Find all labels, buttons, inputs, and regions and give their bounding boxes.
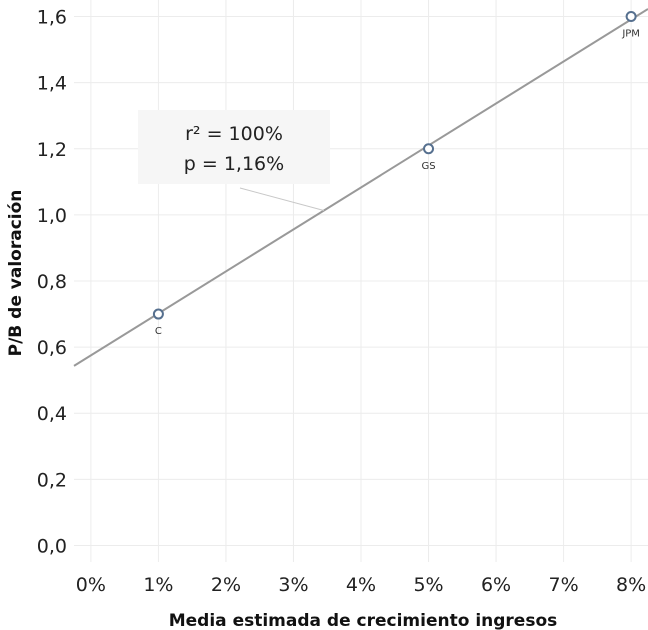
y-tick-label: 1,0 xyxy=(37,205,67,227)
data-point-gs[interactable] xyxy=(423,143,435,155)
trendline xyxy=(73,8,648,367)
y-tick-label: 1,2 xyxy=(37,139,67,161)
point-label: GS xyxy=(421,161,435,172)
x-tick-label: 6% xyxy=(481,574,511,596)
y-tick-label: 1,6 xyxy=(37,7,67,29)
grid-lines xyxy=(74,0,648,562)
x-tick-label: 2% xyxy=(211,574,241,596)
y-tick-label: 0,0 xyxy=(37,535,67,557)
x-axis-ticks: 0% 1% 2% 3% 4% 5% 6% 7% 8% xyxy=(76,574,646,596)
y-axis-ticks: 0,0 0,2 0,4 0,6 0,8 1,0 1,2 1,4 1,6 xyxy=(37,7,67,558)
annotation-r-squared: r² = 100% xyxy=(185,123,283,145)
point-label: JPM xyxy=(621,29,640,40)
annotation-box: r² = 100% p = 1,16% xyxy=(138,110,330,212)
x-tick-label: 4% xyxy=(346,574,376,596)
x-tick-label: 5% xyxy=(413,574,443,596)
x-tick-label: 1% xyxy=(143,574,173,596)
annotation-background xyxy=(138,110,330,184)
y-tick-label: 0,6 xyxy=(37,337,67,359)
y-tick-label: 0,2 xyxy=(37,469,67,491)
y-tick-label: 0,8 xyxy=(37,271,67,293)
x-axis-title: Media estimada de crecimiento ingresos xyxy=(169,611,558,630)
annotation-pointer xyxy=(239,187,324,212)
point-label: C xyxy=(155,326,162,337)
x-tick-label: 3% xyxy=(278,574,308,596)
y-tick-label: 0,4 xyxy=(37,403,67,425)
y-tick-label: 1,4 xyxy=(37,73,67,95)
data-point-c[interactable] xyxy=(152,308,164,320)
data-points: C GS JPM xyxy=(152,11,640,337)
x-tick-label: 7% xyxy=(549,574,579,596)
annotation-p-value: p = 1,16% xyxy=(184,153,284,175)
x-tick-label: 0% xyxy=(76,574,106,596)
data-point-jpm[interactable] xyxy=(625,11,637,23)
x-tick-label: 8% xyxy=(616,574,646,596)
y-axis-title: P/B de valoración xyxy=(6,190,26,357)
